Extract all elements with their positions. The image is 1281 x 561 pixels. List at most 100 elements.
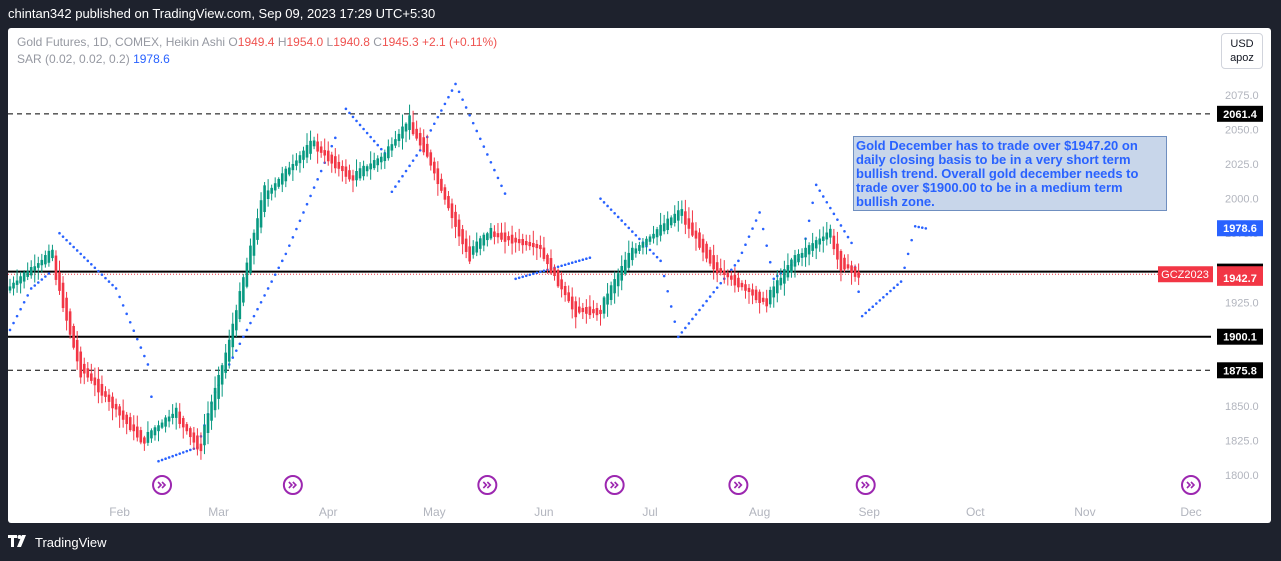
candle-body	[199, 443, 203, 452]
sar-dot	[896, 283, 899, 287]
sar-dot	[468, 113, 471, 117]
sar-dot	[662, 274, 666, 278]
sar-indicator	[8, 82, 928, 463]
currency-unit: apoz	[1230, 52, 1254, 64]
candle-body	[348, 170, 351, 180]
sar-dot	[701, 304, 705, 307]
sar-dot	[825, 200, 829, 204]
candle-body	[181, 418, 185, 428]
sar-dot	[125, 312, 128, 316]
candle-body	[581, 307, 585, 313]
event-marker-icon[interactable]	[477, 475, 498, 495]
candle-body	[662, 223, 666, 232]
candle-body	[203, 425, 206, 446]
sar-dot	[669, 305, 673, 308]
sar-dot	[638, 237, 641, 241]
candle-body	[779, 277, 783, 286]
sar-dot	[577, 259, 581, 263]
candle-body	[744, 284, 747, 291]
sar-dot	[118, 295, 121, 299]
event-marker-icon[interactable]	[728, 475, 749, 495]
sar-dot	[312, 186, 316, 189]
sar-dot	[715, 286, 719, 289]
sar-dot	[475, 129, 479, 133]
candle-body	[418, 133, 422, 146]
candle-body	[708, 249, 712, 264]
candle-body	[613, 279, 616, 294]
sar-dot	[489, 160, 493, 164]
sar-legend: SAR (0.02, 0.02, 0.2) 1978.6	[17, 52, 170, 66]
candle-body	[609, 285, 613, 300]
sar-dot	[836, 218, 839, 221]
chart-panel[interactable]: 1800.01825.01850.01875.01900.01925.01950…	[8, 28, 1271, 523]
currency-selector[interactable]: USD apoz	[1221, 33, 1263, 69]
sar-dot	[450, 89, 454, 92]
sar-dot	[878, 299, 882, 302]
candle-body	[242, 277, 245, 303]
x-tick-label: Nov	[1074, 505, 1095, 519]
sar-dot	[885, 292, 889, 296]
candle-body	[503, 232, 507, 242]
candle-body	[125, 414, 128, 425]
event-arrows	[1186, 481, 1196, 489]
candle-body	[326, 150, 330, 162]
candle-body	[316, 141, 319, 152]
candle-body	[560, 279, 563, 290]
sar-dot	[266, 287, 270, 290]
sar-dot	[539, 270, 542, 274]
candle-body	[574, 301, 578, 318]
x-tick-label: Apr	[319, 505, 338, 519]
price-line-label: 2061.4	[1223, 109, 1258, 121]
candle-body	[786, 265, 790, 278]
candle-body	[740, 282, 744, 288]
event-markers	[152, 475, 1201, 495]
price-axis: 1800.01825.01850.01875.01900.01925.01950…	[1158, 90, 1263, 482]
candle-body	[676, 210, 680, 221]
candlestick-chart[interactable]: 1800.01825.01850.01875.01900.01925.01950…	[8, 28, 1271, 523]
candle-body	[40, 259, 44, 266]
event-arrows	[288, 481, 298, 489]
sar-dot	[401, 174, 404, 178]
sar-dot	[263, 294, 266, 297]
candle-body	[164, 417, 167, 427]
x-tick-label: Oct	[966, 505, 985, 519]
symbol-tag	[1158, 266, 1213, 283]
sar-dot	[631, 230, 634, 233]
candle-body	[829, 228, 832, 238]
candle-body	[486, 233, 489, 241]
candle-body	[107, 394, 111, 402]
sar-dot	[758, 211, 761, 214]
sar-dot	[560, 264, 563, 268]
event-marker-icon[interactable]	[152, 475, 173, 495]
sar-dot	[613, 211, 616, 215]
sar-dot	[567, 262, 570, 266]
candle-body	[291, 163, 295, 171]
candle-body	[220, 365, 224, 385]
event-marker-icon[interactable]	[855, 475, 876, 495]
ohlc-legend: Gold Futures, 1D, COMEX, Heikin Ashi O19…	[17, 35, 497, 49]
candle-body	[691, 222, 694, 236]
candle-body	[75, 339, 79, 362]
text-annotation[interactable]: Gold December has to trade over $1947.20…	[853, 136, 1167, 211]
candle-body	[217, 374, 220, 399]
event-marker-icon[interactable]	[1181, 475, 1201, 495]
sar-dot	[295, 227, 298, 231]
sar-dot	[892, 286, 896, 290]
x-tick-label: Mar	[208, 505, 229, 519]
event-arrows	[157, 481, 167, 489]
candle-body	[362, 165, 365, 177]
sar-dot	[355, 119, 358, 123]
candle-body	[620, 265, 624, 281]
candle-body	[263, 185, 266, 212]
candle-body	[500, 232, 503, 240]
candle-body	[514, 237, 517, 243]
sar-dot	[178, 452, 182, 455]
sar-dot	[832, 212, 836, 216]
sar-dot	[33, 284, 37, 287]
candle-body	[761, 297, 765, 302]
candle-body	[351, 175, 355, 181]
sar-dot	[712, 290, 715, 294]
event-marker-icon[interactable]	[604, 475, 625, 495]
candle-body	[305, 145, 309, 158]
event-marker-icon[interactable]	[282, 475, 303, 495]
